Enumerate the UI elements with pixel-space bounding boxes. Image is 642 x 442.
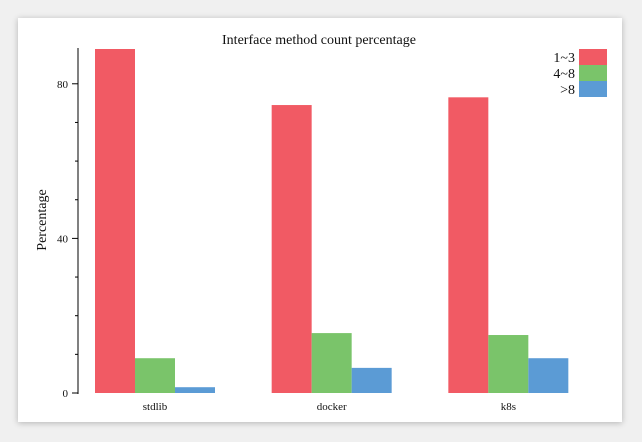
bar-k8s-1	[488, 335, 529, 393]
legend-label: >8	[560, 83, 575, 98]
chart-title: Interface method count percentage	[222, 33, 416, 48]
chart-card: Interface method count percentage Percen…	[18, 18, 622, 422]
bar-docker-1	[311, 333, 352, 393]
legend-swatch	[579, 65, 607, 81]
y-tick-label: 40	[57, 233, 69, 245]
y-tick-label: 0	[63, 388, 69, 400]
legend-label: 4~8	[553, 67, 575, 82]
bar-k8s-0	[448, 97, 489, 393]
y-axis-label: Percentage	[35, 189, 50, 250]
bar-stdlib-2	[175, 387, 215, 393]
x-tick-label: docker	[317, 401, 347, 413]
bars	[95, 49, 569, 393]
bar-stdlib-0	[95, 49, 135, 393]
legend: 1~34~8>8	[553, 49, 607, 98]
x-tick-label: k8s	[501, 401, 516, 413]
bar-chart: Interface method count percentage Percen…	[35, 33, 607, 413]
y-tick-label: 80	[57, 79, 69, 91]
y-ticks: 0 40 80	[57, 79, 78, 400]
legend-swatch	[579, 49, 607, 65]
legend-label: 1~3	[553, 51, 575, 66]
x-tick-labels: stdlib docker k8s	[143, 401, 516, 413]
bar-docker-0	[271, 105, 312, 393]
x-tick-label: stdlib	[143, 401, 168, 413]
bar-k8s-2	[528, 358, 569, 393]
legend-swatch	[579, 81, 607, 97]
bar-stdlib-1	[135, 358, 175, 393]
bar-docker-2	[351, 367, 392, 393]
